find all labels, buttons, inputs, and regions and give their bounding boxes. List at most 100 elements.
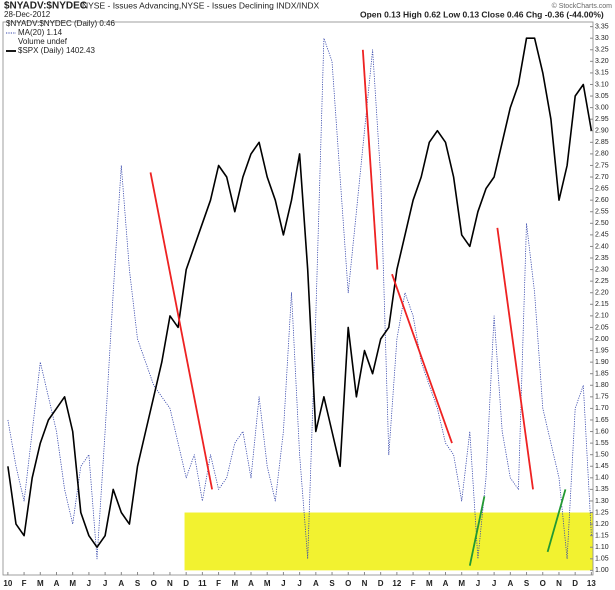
y-tick-label: 2.70 <box>595 174 609 181</box>
x-tick-label: J <box>103 579 107 588</box>
y-tick-label: 1.10 <box>595 544 609 551</box>
y-tick-label: 1.85 <box>595 371 609 378</box>
y-tick-label: 2.95 <box>595 116 609 123</box>
x-tick-label: J <box>476 579 480 588</box>
series-line <box>7 37 592 560</box>
y-tick-label: 1.90 <box>595 359 609 366</box>
y-tick-label: 1.05 <box>595 556 609 563</box>
legend-entry: $SPX (Daily) 1402.43 <box>18 46 95 55</box>
plot-frame <box>2 21 594 576</box>
y-tick-label: 1.80 <box>595 382 609 389</box>
x-tick-label: M <box>264 579 271 588</box>
trend-line <box>468 496 486 566</box>
y-tick-label: 1.70 <box>595 405 609 412</box>
x-tick-label: M <box>458 579 465 588</box>
y-tick-label: 2.10 <box>595 313 609 320</box>
y-tick-label: 2.50 <box>595 220 609 227</box>
x-tick-label: S <box>135 579 141 588</box>
y-tick-label: 2.60 <box>595 197 609 204</box>
x-tick-label: A <box>54 579 60 588</box>
y-tick-label: 2.65 <box>595 185 609 192</box>
y-tick-label: 2.00 <box>595 336 609 343</box>
x-tick-label: A <box>313 579 319 588</box>
y-tick-label: 2.75 <box>595 162 609 169</box>
x-tick-label: M <box>69 579 76 588</box>
y-tick-label: 2.35 <box>595 255 609 262</box>
x-tick-label: 11 <box>198 579 207 588</box>
x-tick-label: N <box>362 579 368 588</box>
y-tick-label: 1.20 <box>595 521 609 528</box>
y-tick-label: 1.15 <box>595 533 609 540</box>
y-tick-label: 3.00 <box>595 104 609 111</box>
trend-line <box>361 49 379 270</box>
x-tick-label: M <box>37 579 44 588</box>
x-tick-label: S <box>524 579 530 588</box>
x-tick-label: 10 <box>3 579 12 588</box>
x-tick-label: J <box>281 579 285 588</box>
x-tick-label: M <box>231 579 238 588</box>
trend-line <box>496 227 534 490</box>
y-tick-label: 3.25 <box>595 47 609 54</box>
x-tick-label: D <box>572 579 578 588</box>
series-line <box>7 37 593 548</box>
x-tick-label: O <box>151 579 157 588</box>
legend-entry: Volume undef <box>18 37 68 46</box>
x-tick-label: 12 <box>392 579 401 588</box>
y-tick-label: 2.55 <box>595 209 609 216</box>
y-tick-label: 1.65 <box>595 417 609 424</box>
x-tick-label: J <box>492 579 496 588</box>
x-tick-label: F <box>22 579 27 588</box>
y-tick-label: 2.05 <box>595 324 609 331</box>
y-tick-label: 3.05 <box>595 93 609 100</box>
y-tick-label: 1.40 <box>595 475 609 482</box>
trend-line <box>546 489 567 553</box>
y-tick-label: 2.90 <box>595 128 609 135</box>
y-tick-label: 2.80 <box>595 151 609 158</box>
x-tick-label: J <box>297 579 301 588</box>
y-tick-label: 2.25 <box>595 278 609 285</box>
y-tick-label: 1.50 <box>595 452 609 459</box>
x-tick-label: D <box>183 579 189 588</box>
y-tick-label: 1.25 <box>595 509 609 516</box>
legend-entry: $NYADV:$NYDEC (Daily) 0.46 <box>6 19 115 28</box>
trend-line <box>149 172 213 490</box>
y-tick-label: 2.15 <box>595 301 609 308</box>
chart-title: $NYADV:$NYDEC <box>4 1 87 12</box>
x-tick-label: O <box>540 579 546 588</box>
stats: Open 0.13 High 0.62 Low 0.13 Close 0.46 … <box>360 9 604 19</box>
y-tick-label: 1.35 <box>595 486 609 493</box>
credit: © StockCharts.com <box>552 2 613 10</box>
y-tick-label: 2.45 <box>595 232 609 239</box>
y-tick-label: 3.15 <box>595 70 609 77</box>
x-tick-label: A <box>118 579 124 588</box>
x-tick-label: F <box>216 579 221 588</box>
y-tick-label: 3.30 <box>595 35 609 42</box>
x-tick-label: F <box>411 579 416 588</box>
highlight-zone <box>184 512 594 571</box>
x-tick-label: N <box>167 579 173 588</box>
x-tick-label: A <box>507 579 513 588</box>
y-tick-label: 3.20 <box>595 58 609 65</box>
chart-subtitle: NYSE - Issues Advancing,NYSE - Issues De… <box>82 0 319 10</box>
y-tick-label: 1.00 <box>595 567 609 574</box>
y-tick-label: 3.10 <box>595 81 609 88</box>
x-tick-label: O <box>345 579 351 588</box>
y-tick-label: 1.60 <box>595 428 609 435</box>
y-tick-label: 1.55 <box>595 440 609 447</box>
x-tick-label: M <box>426 579 433 588</box>
x-tick-label: D <box>378 579 384 588</box>
x-tick-label: J <box>87 579 91 588</box>
x-tick-label: N <box>556 579 562 588</box>
chart-date: 28-Dec-2012 <box>4 10 51 19</box>
y-tick-label: 2.40 <box>595 243 609 250</box>
trend-line <box>391 273 453 444</box>
legend-entry: MA(20) 1.14 <box>18 28 63 37</box>
y-tick-label: 3.35 <box>595 23 609 30</box>
y-tick-label: 2.20 <box>595 290 609 297</box>
x-tick-label: 13 <box>587 579 596 588</box>
y-tick-label: 1.95 <box>595 347 609 354</box>
y-tick-label: 2.85 <box>595 139 609 146</box>
x-tick-label: A <box>443 579 449 588</box>
